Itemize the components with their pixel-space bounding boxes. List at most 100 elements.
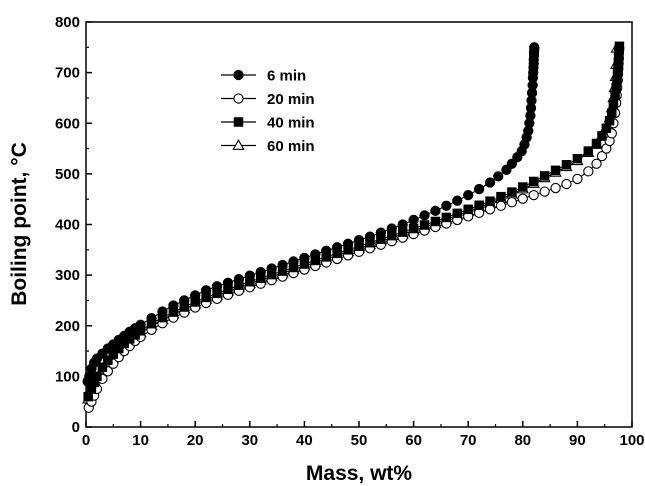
legend-marker [233,93,244,104]
data-point [528,189,539,201]
plot-frame [85,21,633,428]
data-point [386,223,397,234]
data-point [211,281,223,292]
data-point [299,252,310,264]
data-point [572,173,583,185]
x-tick-label: 70 [460,432,477,449]
y-tick-label: 0 [72,419,80,436]
series-line [87,48,618,400]
data-point [572,153,583,164]
legend-entry: 40 min [221,115,315,132]
legend-label: 60 min [267,138,315,155]
data-point [157,306,168,317]
legend-entry: 6 min [221,68,306,85]
data-point [484,177,496,188]
data-point [103,355,113,365]
legend-entry: 60 min [221,138,315,155]
x-tick-label: 90 [569,432,586,449]
data-point [441,212,452,223]
series-layer [82,41,625,413]
data-point [506,197,518,208]
data-point [493,171,504,182]
data-point [550,165,561,176]
y-tick-label: 500 [55,166,80,183]
data-point [452,208,463,219]
data-point [321,245,332,256]
data-point [430,205,441,216]
data-point [539,171,550,181]
data-point [550,182,561,194]
data-point [463,189,474,201]
series-6-min [82,42,540,387]
data-point [485,196,495,206]
legend-entry: 20 min [221,91,315,108]
y-tick-label: 100 [55,368,80,385]
legend-marker [233,69,244,81]
data-point [419,220,430,230]
y-tick-label: 600 [55,115,80,132]
y-tick-label: 800 [55,14,80,31]
data-point [528,176,539,187]
y-tick-labels: 0 100 200 300 400 500 600 700 800 [55,14,80,436]
x-tick-label: 20 [187,432,204,449]
data-point [539,186,550,197]
data-point [408,223,419,234]
data-point [507,187,517,197]
series-40-min [83,41,625,402]
data-point [146,313,157,324]
data-point [255,266,266,278]
y-tick-label: 300 [55,267,80,284]
y-tick-label: 400 [55,217,80,234]
x-tick-label: 30 [241,432,258,449]
legend: 6 min 20 min 40 min 60 min [221,68,315,155]
legend-label: 40 min [267,115,315,132]
x-tick-label: 50 [351,432,368,449]
data-point [529,42,540,53]
data-point [97,362,108,373]
data-point [591,138,602,149]
data-point [452,195,463,206]
data-point [596,151,608,162]
y-axis-title: Boiling point, °C [8,142,31,306]
data-point [430,216,441,227]
data-point [222,277,234,288]
data-point [108,349,119,359]
x-tick-label: 40 [296,432,313,449]
x-tick-label: 80 [514,432,531,449]
x-axis-title: Mass, wt% [306,462,413,485]
data-point [614,41,625,52]
data-point [495,200,507,211]
data-point [135,319,146,330]
data-point [608,99,619,109]
data-point [473,183,485,195]
legend-marker [232,138,245,150]
data-point [561,178,572,190]
data-point [474,200,484,211]
data-point [583,146,594,156]
data-point [561,160,572,170]
data-point [233,274,245,285]
data-point [288,256,299,267]
series-20-min [83,43,625,413]
series-60-min [82,41,623,404]
data-point [517,193,528,204]
data-point [342,238,354,249]
data-point [506,158,518,169]
data-point [244,270,255,281]
data-point [310,249,321,260]
y-tick-label: 200 [55,318,80,335]
data-point [190,290,201,301]
data-point [583,166,594,177]
data-point [419,210,430,221]
series-line [87,46,620,397]
x-tick-label: 10 [132,432,149,449]
data-point [591,158,602,169]
data-point [353,235,365,246]
data-point [397,219,408,230]
data-point [200,285,212,296]
legend-marker [233,117,244,127]
data-point [607,108,617,118]
data-point [408,214,419,226]
x-tick-labels: 0 10 20 30 40 50 60 70 80 90 100 [82,432,645,449]
